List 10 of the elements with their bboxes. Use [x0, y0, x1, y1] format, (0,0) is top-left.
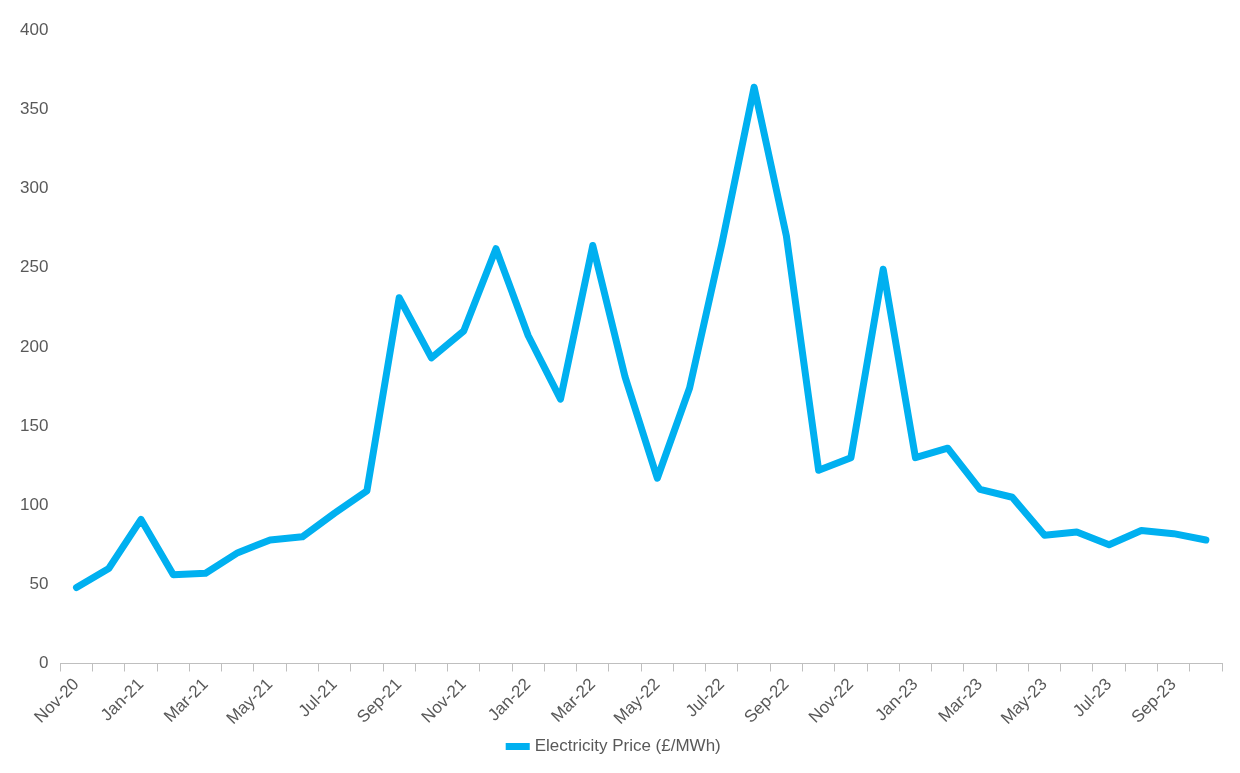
y-tick-label: 300: [19, 178, 49, 198]
y-tick-label: 100: [19, 494, 49, 514]
y-tick-label: 250: [19, 257, 49, 277]
legend-label: Electricity Price (£/MWh): [534, 736, 721, 756]
y-tick-label: 400: [19, 19, 49, 39]
y-tick-label: 0: [38, 653, 49, 673]
y-tick-label: 150: [19, 415, 49, 435]
y-tick-label: 350: [19, 99, 49, 119]
y-tick-label: 50: [29, 574, 49, 594]
y-tick-label: 200: [19, 336, 49, 356]
